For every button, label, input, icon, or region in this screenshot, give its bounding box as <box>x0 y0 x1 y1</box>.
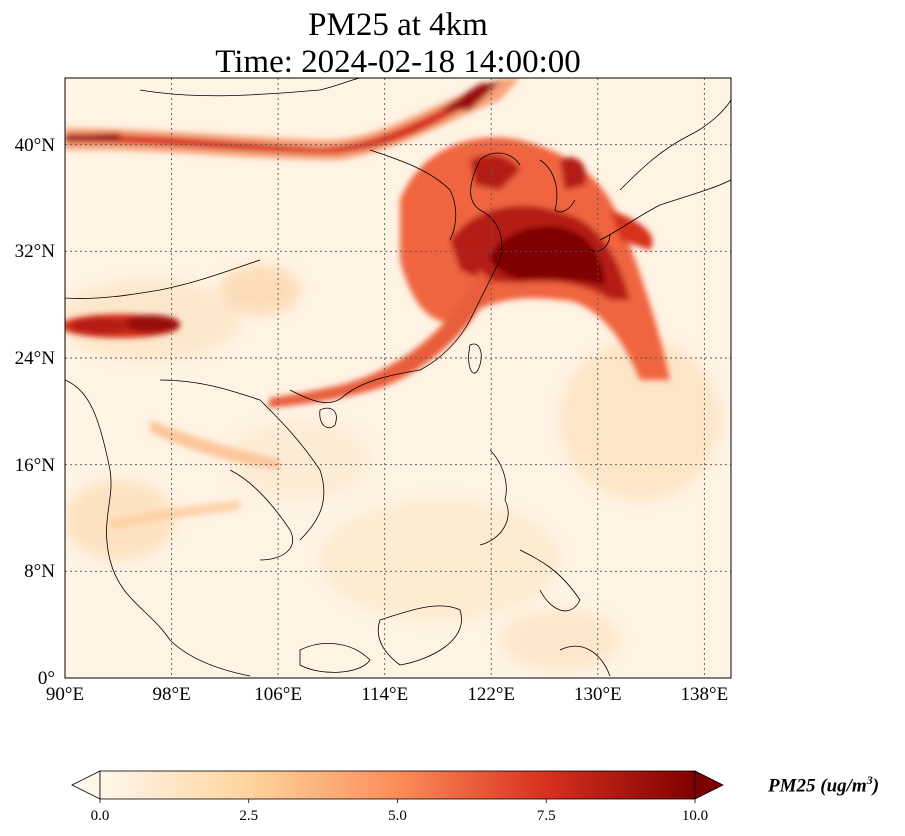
colorbar-label-exponent: 3 <box>866 773 873 787</box>
colorbar: 0.0 2.5 5.0 7.5 10.0 <box>71 770 724 824</box>
colorbar-tick-label: 5.0 <box>388 808 407 824</box>
lon-tick-label: 130°E <box>574 684 622 705</box>
lon-tick-label: 90°E <box>46 684 84 705</box>
colorbar-label-main: PM25 (ug/m <box>768 775 867 797</box>
colorbar-tick-label: 10.0 <box>682 808 708 824</box>
lat-tick-label: 32°N <box>15 241 56 262</box>
lat-tick-label: 8°N <box>24 561 55 582</box>
colorbar-extend-high <box>694 770 724 800</box>
coastlines <box>65 78 731 677</box>
colorbar-tick-label: 0.0 <box>91 808 110 824</box>
colorbar-label-close: ) <box>872 775 880 797</box>
gridlines <box>65 78 731 678</box>
lat-tick-label: 16°N <box>15 455 56 476</box>
map-subtitle: Time: 2024-02-18 14:00:00 <box>215 44 581 80</box>
lat-tick-labels: 0° 8°N 16°N 24°N 32°N 40°N <box>15 135 56 689</box>
lon-tick-labels: 90°E 98°E 106°E 114°E 122°E 130°E 138°E <box>46 684 728 705</box>
lon-tick-label: 138°E <box>681 684 729 705</box>
colorbar-tick-label: 2.5 <box>239 808 258 824</box>
pm25-field <box>65 78 731 678</box>
map-frame <box>64 77 732 679</box>
lat-tick-label: 24°N <box>15 348 56 369</box>
colorbar-gradient <box>100 771 695 799</box>
colorbar-tick-label: 7.5 <box>537 808 556 824</box>
map-title: PM25 at 4km <box>308 7 488 43</box>
lon-tick-label: 106°E <box>254 684 302 705</box>
colorbar-label: PM25 (ug/m3) <box>768 773 879 797</box>
lat-tick-label: 40°N <box>15 135 56 156</box>
lat-tick-label: 0° <box>38 668 55 689</box>
colorbar-extend-low <box>71 770 101 800</box>
lon-tick-label: 122°E <box>467 684 515 705</box>
lon-tick-label: 98°E <box>152 684 190 705</box>
lon-tick-label: 114°E <box>361 684 408 705</box>
